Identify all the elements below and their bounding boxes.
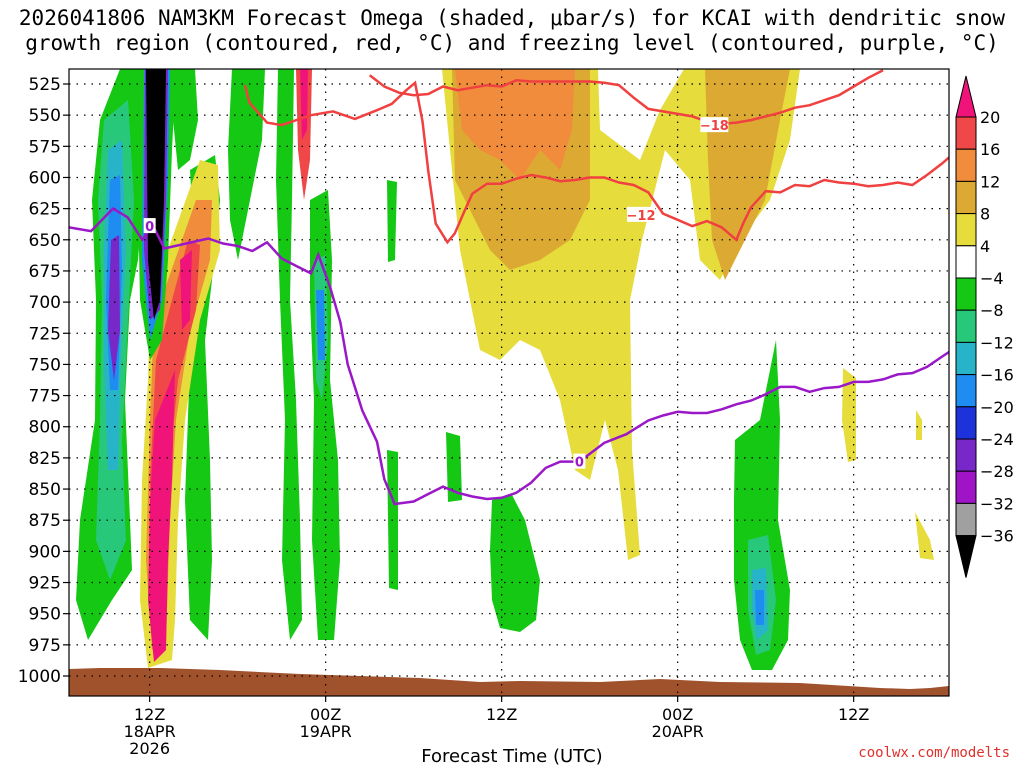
y-tick-label: 650: [29, 231, 61, 251]
y-tick-label: 1000: [18, 667, 61, 687]
colorbar: 20 16 12 8 4 −4 −8 −12 −16 −20 −24 −28 −32 −36: [955, 75, 1014, 578]
colorbar-label: −32: [980, 494, 1014, 513]
colorbar-label: −28: [980, 462, 1014, 481]
colorbar-swatch: [955, 213, 977, 247]
y-tick-label: 975: [29, 636, 61, 656]
y-tick-label: 750: [29, 355, 61, 375]
y-tick-label: 575: [29, 137, 61, 157]
contour-label: 0: [575, 456, 584, 471]
y-tick-label: 925: [29, 574, 61, 594]
x-tick-year: 2026: [129, 739, 170, 758]
colorbar-label: 4: [980, 237, 990, 256]
colorbar-label: 20: [980, 108, 1000, 127]
contour-label-bg: [700, 117, 729, 133]
colorbar-bottom-arrow: [955, 535, 977, 578]
colorbar-label: 12: [980, 172, 1000, 191]
x-tick-label: 12Z: [134, 705, 165, 724]
x-tick-label: 12Z: [838, 705, 869, 724]
chart-title-line2: growth region (contoured, red, °C) and f…: [25, 31, 999, 55]
dgz-minus18-contour: [368, 69, 884, 126]
y-tick-label: 875: [29, 511, 61, 531]
colorbar-swatch: [955, 374, 977, 408]
contour-label-bg: [627, 206, 655, 222]
contour-label: −12: [627, 209, 656, 224]
y-tick-label: 725: [29, 324, 61, 344]
credit-text: coolwx.com/modelts: [858, 745, 1010, 761]
colorbar-swatch: [955, 148, 977, 182]
colorbar-top-arrow: [955, 75, 977, 118]
colorbar-swatch: [955, 341, 977, 376]
y-tick-label: 700: [29, 293, 61, 313]
x-tick-label: 00Z: [310, 705, 341, 724]
x-tick-label: 12Z: [486, 705, 517, 724]
freezing-level-contour: [69, 207, 949, 506]
plot-frame: [68, 68, 950, 697]
y-tick-label: 675: [29, 262, 61, 282]
y-tick-label: 600: [29, 168, 61, 188]
x-tick-label: 00Z: [662, 705, 693, 724]
colorbar-swatch: [955, 245, 977, 279]
contour-label-bg: [573, 453, 586, 469]
colorbar-label: 8: [980, 205, 990, 224]
colorbar-label: 16: [980, 140, 1000, 159]
colorbar-swatch: [955, 470, 977, 504]
colorbar-swatch: [955, 309, 977, 343]
colorbar-label: −36: [980, 527, 1014, 546]
colorbar-swatch: [955, 502, 977, 537]
colorbar-swatch: [955, 277, 977, 311]
contour-label: −18: [700, 119, 729, 134]
y-tick-label: 800: [29, 418, 61, 438]
y-tick-label: 525: [29, 75, 61, 95]
y-tick-label: 550: [29, 106, 61, 126]
chart-title-line1: 2026041806 NAM3KM Forecast Omega (shaded…: [18, 6, 1006, 30]
y-tick-label: 850: [29, 480, 61, 500]
colorbar-label: −12: [980, 333, 1014, 352]
contour-labels: −18 −12 0 0: [143, 117, 729, 471]
colorbar-swatch: [955, 116, 977, 150]
colorbar-label: −8: [980, 301, 1004, 320]
y-tick-label: 625: [29, 200, 61, 220]
colorbar-label: −24: [980, 430, 1014, 449]
y-tick-label: 825: [29, 449, 61, 469]
x-tick-date: 19APR: [300, 722, 352, 741]
x-axis-title: Forecast Time (UTC): [421, 746, 603, 767]
y-tick-label: 775: [29, 387, 61, 407]
contour-lines: [69, 69, 949, 506]
colorbar-swatch: [955, 406, 977, 440]
colorbar-label: −4: [980, 269, 1004, 288]
y-axis: 525 550 575 600 625 650 675 700 725 750 775 800 825 8…: [18, 75, 69, 687]
dgz-minus12-contour: [243, 80, 949, 245]
y-tick-label: 900: [29, 542, 61, 562]
contour-label-bg: [143, 218, 156, 234]
y-tick-label: 950: [29, 605, 61, 625]
x-tick-date: 20APR: [652, 722, 704, 741]
colorbar-swatch: [955, 180, 977, 215]
colorbar-swatch: [955, 438, 977, 472]
contour-label: 0: [145, 220, 154, 235]
colorbar-label: −16: [980, 366, 1014, 385]
x-tick-date: 18APR: [124, 722, 176, 741]
colorbar-label: −20: [980, 398, 1014, 417]
omega-shading: [69, 69, 949, 696]
